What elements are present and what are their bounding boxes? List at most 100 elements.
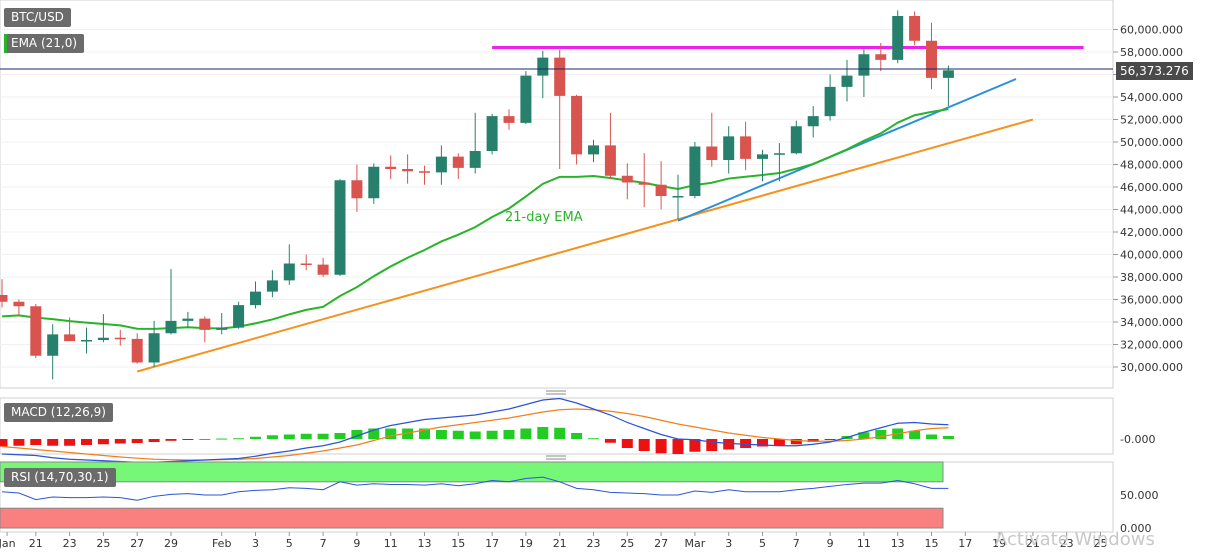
candle-up (824, 74, 836, 121)
time-tick-label: 19 (992, 537, 1006, 550)
macd-histogram-bar (757, 439, 768, 447)
macd-histogram-bar (604, 439, 616, 443)
macd-label: MACD (12,26,9) (11, 405, 106, 419)
time-tick-label: Feb (212, 537, 231, 550)
ema-label: EMA (21,0) (11, 36, 78, 50)
macd-histogram-bar (689, 439, 701, 452)
ema-legend[interactable]: EMA (21,0) (4, 34, 85, 53)
candle-down (30, 304, 42, 358)
candle-up (469, 112, 481, 174)
macd-histogram-bar (0, 439, 8, 447)
time-tick-label: 29 (164, 537, 178, 550)
current-price-tag: 56,373.276 (1116, 62, 1193, 80)
candle-up (757, 149, 768, 182)
time-tick-label: 27 (654, 537, 668, 550)
candle-up (858, 48, 870, 97)
macd-histogram-bar (773, 439, 785, 446)
macd-legend[interactable]: MACD (12,26,9) (4, 403, 113, 422)
candle-body (790, 126, 802, 154)
candle-down (199, 316, 211, 343)
macd-histogram-bar (250, 436, 261, 439)
candle-body (317, 264, 329, 275)
rsi-line (1, 476, 949, 501)
macd-histogram-bar (300, 433, 312, 439)
candle-up (47, 324, 59, 380)
candle-body (520, 75, 532, 123)
price-tick-label: 38,000.000 (1120, 271, 1183, 284)
candle-down (131, 333, 143, 364)
candle-body (621, 175, 633, 183)
candle-down (503, 109, 515, 130)
rsi-label: RSI (14,70,30,1) (11, 470, 109, 484)
macd-histogram-bar (554, 427, 566, 439)
macd-histogram-bar (942, 436, 954, 439)
candle-body (148, 333, 160, 363)
rsi-tick-label: 0.000 (1120, 522, 1152, 535)
panel-resize-handle[interactable] (546, 390, 566, 395)
candle-down (452, 153, 464, 180)
rsi-indicator: 50.000 0.000 (0, 461, 1159, 535)
candle-body (250, 291, 261, 306)
candle-body (655, 184, 667, 196)
macd-histogram-bar (638, 439, 650, 451)
candle-body (385, 166, 397, 169)
current-price-value: 56,373.276 (1120, 64, 1189, 78)
macd-histogram-bar (165, 439, 177, 441)
price-tick-label: 40,000.000 (1120, 249, 1183, 262)
candle-body (672, 196, 684, 198)
candle-body (807, 116, 819, 127)
candle-up (807, 106, 819, 138)
candle-body (723, 136, 735, 160)
candle-body (216, 327, 228, 330)
candle-body (266, 280, 278, 292)
macd-histogram-bar (283, 434, 295, 439)
rsi-tick-label: 50.000 (1120, 489, 1159, 502)
candle-up (148, 320, 160, 367)
candle-body (503, 116, 515, 123)
macd-histogram-bar (182, 439, 194, 440)
macd-histogram-bar (385, 428, 397, 439)
candle-down (64, 317, 76, 342)
candle-down (621, 163, 633, 200)
candle-up (790, 120, 802, 155)
candle-up (672, 174, 684, 220)
macd-histogram-bar (81, 439, 92, 445)
candle-body (300, 263, 312, 265)
candle-down (114, 329, 126, 346)
watermark-text: Activate Windows (995, 529, 1155, 550)
candle-down (604, 112, 616, 180)
candle-body (97, 337, 109, 340)
candle-body (689, 146, 701, 196)
macd-histogram-bar (672, 439, 684, 454)
price-tick-label: 30,000.000 (1120, 361, 1183, 374)
macd-tick-label: -0.000 (1120, 433, 1155, 446)
macd-histogram-bar (30, 439, 42, 445)
candle-body (469, 151, 481, 168)
candle-body (841, 75, 853, 87)
macd-histogram-bar (824, 439, 836, 440)
candle-body (452, 156, 464, 168)
candle-body (368, 166, 380, 199)
macd-histogram-bar (909, 430, 921, 439)
time-tick-label: 5 (286, 537, 293, 550)
activate-windows-watermark: Activate Windows (995, 529, 1155, 550)
time-tick-label: 17 (485, 537, 499, 550)
candle-body (182, 318, 194, 321)
candle-body (824, 86, 836, 117)
macd-histogram-bar (571, 433, 583, 439)
time-tick-label: 11 (384, 537, 398, 550)
panel-resize-handle[interactable] (546, 455, 566, 460)
time-tick-label: 25 (96, 537, 110, 550)
candle-up (773, 143, 785, 182)
rsi-legend[interactable]: RSI (14,70,30,1) (4, 468, 116, 487)
ascending-support-line (136, 118, 1034, 373)
symbol-legend[interactable]: BTC/USD (4, 8, 71, 27)
price-tick-label: 48,000.000 (1120, 159, 1183, 172)
time-tick-label: 11 (857, 537, 871, 550)
candle-body (942, 70, 954, 78)
symbol-label: BTC/USD (11, 10, 64, 24)
candle-down (554, 49, 566, 169)
candle-up (97, 314, 109, 343)
candle-up (942, 65, 954, 106)
